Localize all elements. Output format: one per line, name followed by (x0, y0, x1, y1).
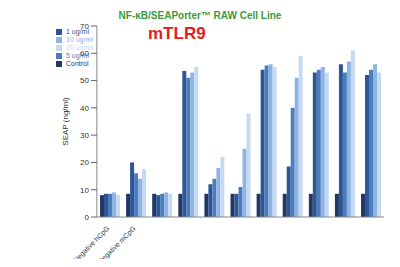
svg-text:10: 10 (80, 186, 89, 195)
svg-text:60: 60 (80, 49, 89, 58)
svg-text:0: 0 (84, 213, 89, 222)
svg-text:70: 70 (80, 22, 89, 31)
svg-text:30: 30 (80, 131, 89, 140)
svg-text:20: 20 (80, 158, 89, 167)
svg-text:Negative mCpG: Negative mCpG (97, 225, 138, 259)
svg-text:SEAP (ng/ml): SEAP (ng/ml) (61, 97, 70, 146)
svg-text:50: 50 (80, 76, 89, 85)
svg-text:40: 40 (80, 104, 89, 113)
